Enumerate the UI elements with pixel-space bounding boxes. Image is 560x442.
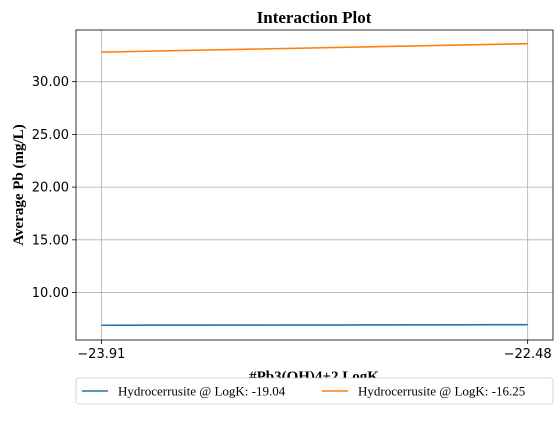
series-lines [101, 42, 528, 327]
legend: Hydrocerrusite @ LogK: -19.04 Hydrocerrus… [75, 377, 554, 405]
grid-lines [76, 30, 553, 340]
x-tick-label: −22.48 [504, 347, 552, 362]
legend-box [75, 377, 554, 405]
y-tick-label: 20.00 [32, 181, 69, 196]
y-axis-label: Average Pb (mg/L) [11, 124, 27, 245]
y-tick-label: 15.00 [32, 233, 69, 248]
plot-area-frame [75, 29, 554, 341]
series-line-1 [101, 323, 528, 327]
series-line-2 [101, 42, 528, 53]
y-tick-label: 10.00 [32, 286, 69, 301]
legend-label-2: Hydrocerrusite @ LogK: -16.25 [358, 384, 525, 399]
y-axis-ticks: 10.00 15.00 20.00 25.00 30.00 [32, 75, 76, 301]
chart-title: Interaction Plot [257, 8, 372, 27]
legend-label-1: Hydrocerrusite @ LogK: -19.04 [118, 384, 286, 399]
x-tick-label: −23.91 [77, 347, 125, 362]
x-axis-ticks: −23.91 −22.48 [77, 340, 552, 362]
y-tick-label: 25.00 [32, 128, 69, 143]
y-tick-label: 30.00 [32, 75, 69, 90]
